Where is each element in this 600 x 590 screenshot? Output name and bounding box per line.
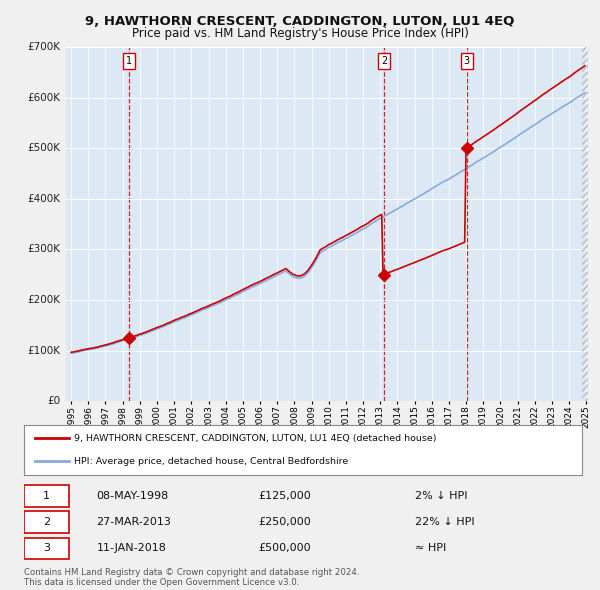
Text: £250,000: £250,000 bbox=[259, 517, 311, 527]
Text: £500,000: £500,000 bbox=[259, 543, 311, 553]
Text: 27-MAR-2013: 27-MAR-2013 bbox=[97, 517, 172, 527]
FancyBboxPatch shape bbox=[24, 512, 68, 533]
Text: 9, HAWTHORN CRESCENT, CADDINGTON, LUTON, LU1 4EQ: 9, HAWTHORN CRESCENT, CADDINGTON, LUTON,… bbox=[85, 15, 515, 28]
Text: £400K: £400K bbox=[28, 194, 61, 204]
Text: £200K: £200K bbox=[28, 295, 61, 305]
Text: 22% ↓ HPI: 22% ↓ HPI bbox=[415, 517, 474, 527]
Text: 2% ↓ HPI: 2% ↓ HPI bbox=[415, 491, 467, 501]
Text: Price paid vs. HM Land Registry's House Price Index (HPI): Price paid vs. HM Land Registry's House … bbox=[131, 27, 469, 40]
Text: 2: 2 bbox=[43, 517, 50, 527]
Text: 08-MAY-1998: 08-MAY-1998 bbox=[97, 491, 169, 501]
Text: £700K: £700K bbox=[28, 42, 61, 52]
Text: ≈ HPI: ≈ HPI bbox=[415, 543, 446, 553]
Text: 2: 2 bbox=[381, 56, 388, 66]
Text: £500K: £500K bbox=[28, 143, 61, 153]
Text: £600K: £600K bbox=[28, 93, 61, 103]
Text: 1: 1 bbox=[126, 56, 132, 66]
FancyBboxPatch shape bbox=[24, 486, 68, 507]
Text: 11-JAN-2018: 11-JAN-2018 bbox=[97, 543, 166, 553]
FancyBboxPatch shape bbox=[24, 537, 68, 559]
Text: £300K: £300K bbox=[28, 244, 61, 254]
Text: HPI: Average price, detached house, Central Bedfordshire: HPI: Average price, detached house, Cent… bbox=[74, 457, 349, 466]
Text: £125,000: £125,000 bbox=[259, 491, 311, 501]
Text: 3: 3 bbox=[464, 56, 470, 66]
Text: 1: 1 bbox=[43, 491, 50, 501]
Bar bbox=[582, 47, 590, 401]
Text: £0: £0 bbox=[47, 396, 61, 406]
Text: 9, HAWTHORN CRESCENT, CADDINGTON, LUTON, LU1 4EQ (detached house): 9, HAWTHORN CRESCENT, CADDINGTON, LUTON,… bbox=[74, 434, 437, 443]
Text: £100K: £100K bbox=[28, 346, 61, 356]
Text: 3: 3 bbox=[43, 543, 50, 553]
Text: Contains HM Land Registry data © Crown copyright and database right 2024.
This d: Contains HM Land Registry data © Crown c… bbox=[24, 568, 359, 587]
